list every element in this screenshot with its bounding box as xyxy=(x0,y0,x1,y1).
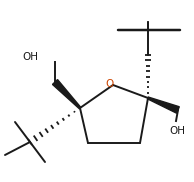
Text: OH: OH xyxy=(169,126,185,136)
Text: OH: OH xyxy=(22,52,38,62)
Polygon shape xyxy=(148,97,179,113)
Polygon shape xyxy=(53,80,81,109)
Text: O: O xyxy=(106,79,114,89)
